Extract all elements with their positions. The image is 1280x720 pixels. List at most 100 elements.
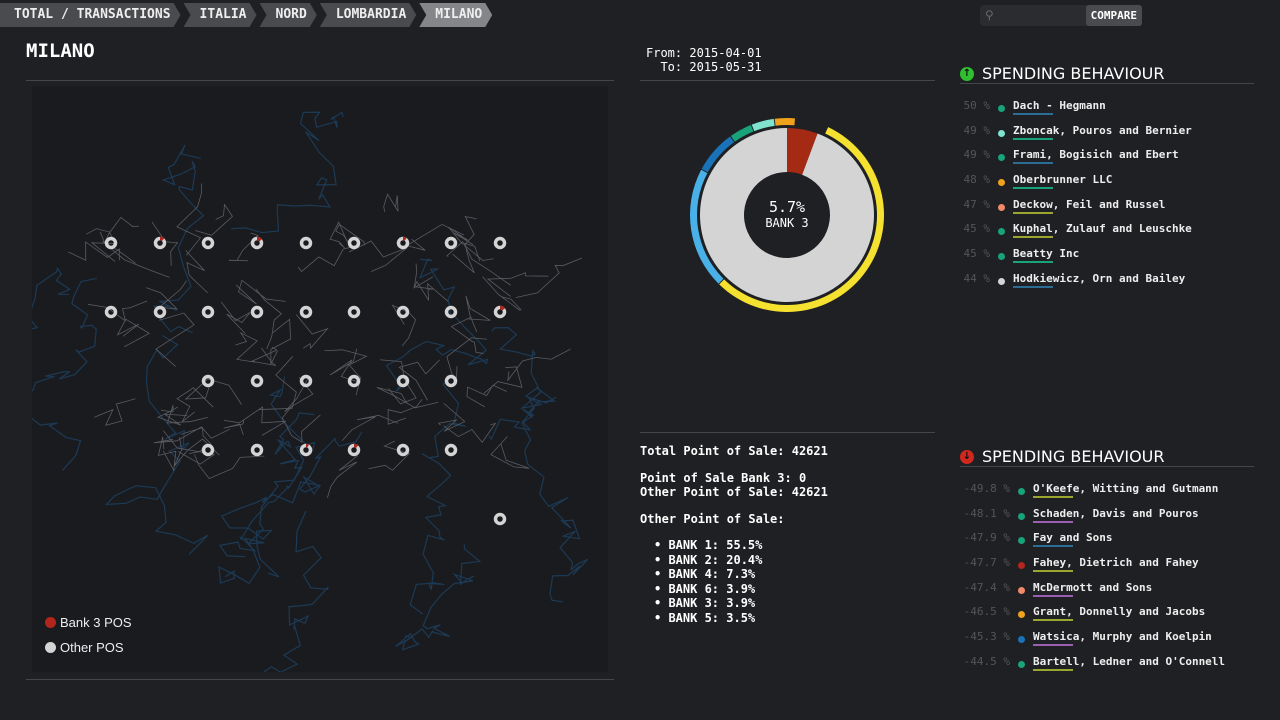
map-boundary (463, 216, 494, 261)
merchant-row[interactable]: -47.9 % Fay and Sons (960, 531, 1225, 556)
merchant-row[interactable]: -44.5 % Bartell, Ledner and O'Connell (960, 655, 1225, 680)
merchant-change: 48 % (963, 173, 991, 187)
merchant-row[interactable]: -46.5 % Grant, Donnelly and Jacobs (960, 605, 1225, 630)
bank3-share-arc (354, 443, 359, 448)
map-boundary (235, 331, 258, 363)
pos-marker (104, 305, 118, 319)
map-boundary (176, 387, 214, 422)
pos-marker (444, 305, 458, 319)
pos-marker (347, 443, 361, 457)
donut-value: 5.7% (768, 198, 806, 216)
merchant-row[interactable]: 49 % Frami, Bogisich and Ebert (960, 148, 1192, 173)
map-boundary (486, 272, 549, 297)
map-boundary (235, 279, 286, 305)
merchant-name[interactable]: Zboncak, Pouros and Bernier (1013, 124, 1192, 140)
bank-share: BANK 4: 7.3% (654, 567, 828, 582)
merchant-name[interactable]: Bartell, Ledner and O'Connell (1033, 655, 1225, 671)
map-boundary (490, 436, 530, 469)
category-dot-icon (998, 277, 1005, 285)
category-dot-icon (998, 179, 1005, 187)
date-range: From: 2015-04-01 To: 2015-05-31 (646, 46, 762, 74)
breadcrumb-milano[interactable]: MILANO (419, 3, 492, 27)
pos-marker (104, 236, 118, 250)
merchant-name[interactable]: Grant, Donnelly and Jacobs (1033, 605, 1205, 622)
category-dot-icon (1018, 512, 1025, 520)
map-boundary (507, 348, 571, 382)
merchant-name[interactable]: Kuphal, Zulauf and Leuschke (1013, 222, 1192, 239)
merchant-name[interactable]: Fahey, Dietrich and Fahey (1033, 556, 1199, 573)
merchant-change: 45 % (963, 222, 991, 236)
breadcrumb-italia[interactable]: ITALIA (184, 3, 257, 27)
merchant-row[interactable]: -49.8 % O'Keefe, Witting and Gutmann (960, 482, 1225, 507)
merchant-name[interactable]: Frami, Bogisich and Ebert (1013, 148, 1179, 165)
map-boundary (450, 317, 484, 354)
merchant-row[interactable]: 44 % Hodkiewicz, Orn and Bailey (960, 272, 1192, 297)
map-river (105, 334, 209, 555)
merchant-name[interactable]: Fay and Sons (1033, 531, 1112, 548)
pos-marker (396, 443, 410, 457)
merchant-row[interactable]: 49 % Zboncak, Pouros and Bernier (960, 124, 1192, 149)
merchant-row[interactable]: -48.1 % Schaden, Davis and Pouros (960, 507, 1225, 532)
merchant-row[interactable]: 45 % Kuphal, Zulauf and Leuschke (960, 222, 1192, 247)
map-boundary (446, 337, 488, 379)
merchant-row[interactable]: -47.7 % Fahey, Dietrich and Fahey (960, 556, 1225, 581)
map-boundary (443, 422, 497, 444)
map-river (395, 544, 482, 651)
outer-ring-segment (690, 169, 724, 284)
merchant-name[interactable]: Dach - Hegmann (1013, 99, 1106, 115)
merchant-row[interactable]: -47.4 % McDermott and Sons (960, 581, 1225, 606)
map-boundary (483, 366, 523, 394)
merchant-name[interactable]: Hodkiewicz, Orn and Bailey (1013, 272, 1185, 288)
map-boundary (383, 193, 399, 212)
compare-button[interactable]: COMPARE (1085, 5, 1142, 26)
merchant-name[interactable]: McDermott and Sons (1033, 581, 1152, 597)
breadcrumb-total[interactable]: TOTAL / TRANSACTIONS (0, 3, 181, 27)
category-dot-icon (998, 105, 1005, 112)
category-dot-icon (1018, 562, 1025, 570)
bank-share: BANK 6: 3.9% (654, 582, 828, 597)
map-river (32, 266, 72, 330)
map-boundary (228, 232, 259, 262)
map-boundary (173, 437, 220, 467)
map-boundary (329, 348, 361, 384)
map-boundary (258, 356, 297, 410)
map-boundary (327, 455, 359, 498)
merchant-name[interactable]: Beatty Inc (1013, 247, 1079, 264)
merchant-row[interactable]: -45.3 % Watsica, Murphy and Koelpin (960, 630, 1225, 655)
map-boundary (180, 427, 212, 455)
pos-marker (153, 236, 167, 250)
merchant-row[interactable]: 50 % Dach - Hegmann (960, 99, 1192, 124)
map-river (521, 396, 589, 603)
map-boundary (405, 223, 464, 251)
map-boundary (255, 288, 283, 350)
divider (26, 80, 614, 81)
merchant-row[interactable]: 47 % Deckow, Feil and Russel (960, 198, 1192, 223)
merchant-name[interactable]: Watsica, Murphy and Koelpin (1033, 630, 1212, 647)
category-dot-icon (998, 203, 1005, 211)
outer-ring-segment (719, 127, 885, 312)
map[interactable] (32, 86, 608, 672)
category-dot-icon (1018, 660, 1025, 668)
merchant-change: 44 % (963, 271, 991, 285)
map-boundary (398, 359, 440, 401)
map-canvas[interactable] (32, 86, 608, 672)
merchant-name[interactable]: Schaden, Davis and Pouros (1033, 507, 1199, 523)
arrow-down-circle-icon: ↓ (960, 449, 974, 464)
merchant-row[interactable]: 48 % Oberbrunner LLC (960, 173, 1192, 198)
search-input[interactable]: ⚲ COMPARE (980, 5, 1142, 26)
category-dot-icon (1018, 636, 1025, 644)
merchant-name[interactable]: Oberbrunner LLC (1013, 173, 1112, 190)
breadcrumb-nord[interactable]: NORD (260, 3, 317, 27)
merchant-row[interactable]: 45 % Beatty Inc (960, 247, 1192, 272)
bank3-pos: Point of Sale Bank 3: 0 (640, 470, 807, 485)
map-boundary (250, 346, 278, 366)
merchant-name[interactable]: Deckow, Feil and Russel (1013, 198, 1165, 214)
merchant-name[interactable]: O'Keefe, Witting and Gutmann (1033, 482, 1218, 498)
pos-marker (250, 236, 264, 250)
to-label: To: (660, 60, 683, 74)
from-label: From: (646, 46, 683, 60)
map-boundary (482, 276, 522, 311)
map-boundary (153, 426, 230, 444)
bank-share: BANK 5: 3.5% (654, 611, 828, 626)
breadcrumb-lombardia[interactable]: LOMBARDIA (320, 3, 416, 27)
